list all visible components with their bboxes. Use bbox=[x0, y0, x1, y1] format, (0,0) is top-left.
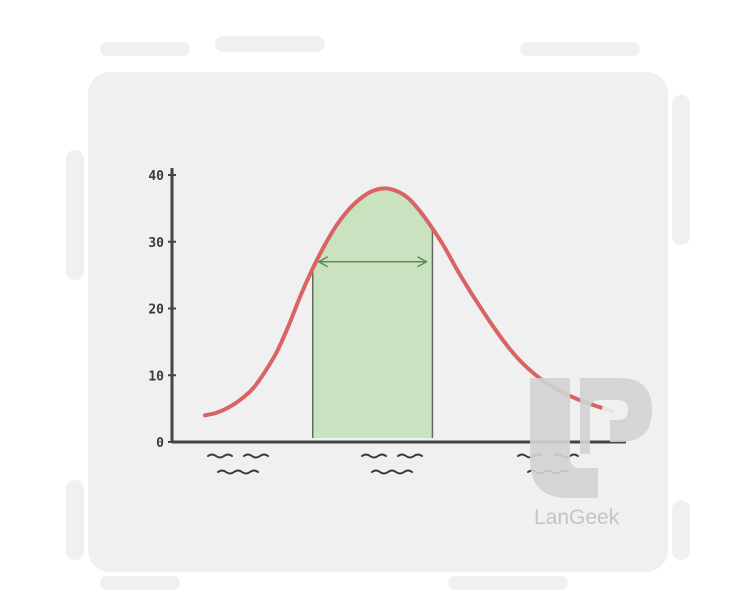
y-tick-label-0: 0 bbox=[156, 436, 164, 451]
x-category-label-1 bbox=[207, 453, 269, 475]
arrow-head-right bbox=[417, 256, 429, 268]
x-category-label-2 bbox=[361, 453, 423, 475]
arrow-head-left bbox=[317, 256, 329, 268]
y-tick-label-10: 10 bbox=[148, 369, 164, 384]
width-arrow bbox=[317, 256, 429, 268]
watermark-text: LanGeek bbox=[534, 506, 620, 529]
highlight-band bbox=[312, 188, 433, 438]
y-tick-label-30: 30 bbox=[148, 236, 164, 251]
y-tick-label-40: 40 bbox=[148, 169, 164, 184]
y-tick-label-20: 20 bbox=[148, 303, 164, 318]
langeek-logo-icon bbox=[530, 378, 652, 498]
y-axis-ticks: 0 10 20 30 40 bbox=[148, 169, 176, 451]
